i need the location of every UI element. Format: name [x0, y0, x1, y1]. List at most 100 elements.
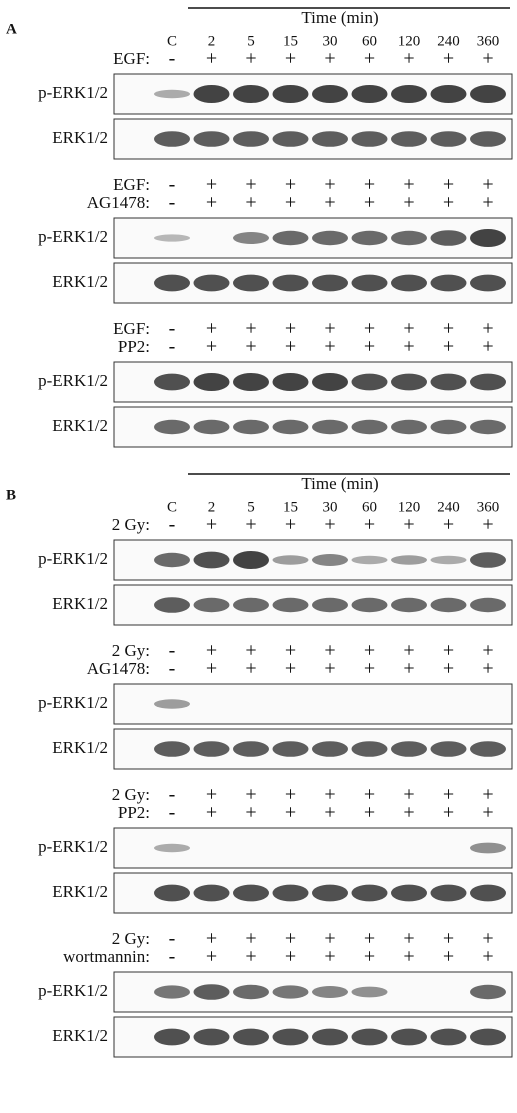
treatment-label: AG1478:: [87, 193, 150, 212]
treatment-sign: +: [324, 946, 335, 968]
band: [351, 85, 388, 103]
band: [391, 373, 427, 391]
band: [312, 230, 348, 246]
band: [233, 551, 269, 569]
lane-label: 120: [398, 33, 421, 49]
treatment-sign: -: [169, 48, 176, 70]
treatment-sign: +: [443, 802, 454, 824]
treatment-sign: +: [285, 336, 296, 358]
treatment-sign: -: [169, 658, 176, 680]
treatment-sign: +: [324, 514, 335, 536]
lane-label: 60: [362, 499, 377, 515]
band: [312, 419, 348, 435]
treatment-sign: +: [403, 658, 414, 680]
band: [470, 552, 506, 568]
treatment-sign: +: [324, 658, 335, 680]
treatment-sign: +: [482, 640, 493, 662]
band: [470, 274, 506, 292]
treatment-sign: +: [206, 318, 217, 340]
treatment-sign: +: [482, 784, 493, 806]
treatment-sign: +: [403, 946, 414, 968]
treatment-sign: +: [245, 318, 256, 340]
blot-label: p-ERK1/2: [38, 693, 108, 712]
treatment-sign: +: [245, 658, 256, 680]
treatment-sign: -: [169, 784, 176, 806]
band: [193, 373, 230, 391]
treatment-sign: +: [285, 946, 296, 968]
treatment-sign: -: [169, 928, 176, 950]
treatment-sign: +: [482, 318, 493, 340]
blot-label: ERK1/2: [52, 416, 108, 435]
blot-label: ERK1/2: [52, 594, 108, 613]
treatment-sign: +: [482, 928, 493, 950]
blot-label: p-ERK1/2: [38, 371, 108, 390]
band: [351, 555, 388, 565]
treatment-label: wortmannin:: [63, 947, 150, 966]
treatment-sign: +: [285, 928, 296, 950]
band: [470, 131, 506, 147]
treatment-sign: +: [245, 928, 256, 950]
treatment-sign: +: [482, 946, 493, 968]
band: [391, 419, 427, 435]
band: [391, 131, 427, 147]
treatment-sign: +: [285, 802, 296, 824]
treatment-sign: +: [403, 640, 414, 662]
band: [154, 843, 190, 853]
treatment-sign: +: [403, 192, 414, 214]
blot-label: ERK1/2: [52, 738, 108, 757]
treatment-sign: +: [206, 174, 217, 196]
lane-label: 30: [323, 33, 338, 49]
band: [312, 597, 348, 613]
band: [233, 274, 269, 292]
band: [430, 131, 467, 147]
band: [233, 373, 269, 391]
treatment-sign: +: [403, 802, 414, 824]
treatment-sign: +: [324, 802, 335, 824]
treatment-sign: +: [482, 336, 493, 358]
treatment-sign: -: [169, 640, 176, 662]
treatment-sign: +: [364, 174, 375, 196]
lane-label: 2: [208, 33, 216, 49]
band: [154, 1028, 190, 1046]
band: [233, 884, 269, 902]
lane-label: 5: [247, 33, 255, 49]
blot-label: p-ERK1/2: [38, 227, 108, 246]
treatment-sign: +: [364, 514, 375, 536]
treatment-sign: +: [285, 192, 296, 214]
treatment-sign: +: [403, 174, 414, 196]
band: [312, 274, 348, 292]
band: [272, 555, 309, 565]
lane-label: C: [167, 33, 177, 49]
treatment-label: 2 Gy:: [112, 515, 150, 534]
blot-label: ERK1/2: [52, 1026, 108, 1045]
band: [154, 131, 190, 147]
panel-label: A: [6, 21, 17, 37]
band: [154, 234, 190, 242]
treatment-sign: +: [443, 658, 454, 680]
band: [391, 85, 427, 103]
band: [193, 1028, 230, 1046]
lane-label: 30: [323, 499, 338, 515]
band: [391, 555, 427, 565]
band: [351, 419, 388, 435]
treatment-sign: -: [169, 946, 176, 968]
band: [312, 741, 348, 757]
band: [470, 842, 506, 854]
treatment-sign: +: [245, 514, 256, 536]
band: [154, 699, 190, 709]
band: [233, 419, 269, 435]
band: [193, 274, 230, 292]
treatment-label: 2 Gy:: [112, 641, 150, 660]
band: [272, 419, 309, 435]
band: [154, 373, 190, 391]
treatment-sign: +: [364, 928, 375, 950]
band: [154, 597, 190, 613]
band: [312, 85, 348, 103]
blot-label: ERK1/2: [52, 128, 108, 147]
treatment-sign: +: [324, 928, 335, 950]
treatment-sign: +: [443, 48, 454, 70]
treatment-sign: +: [206, 192, 217, 214]
blot-label: ERK1/2: [52, 272, 108, 291]
band: [351, 1028, 388, 1046]
band: [272, 884, 309, 902]
